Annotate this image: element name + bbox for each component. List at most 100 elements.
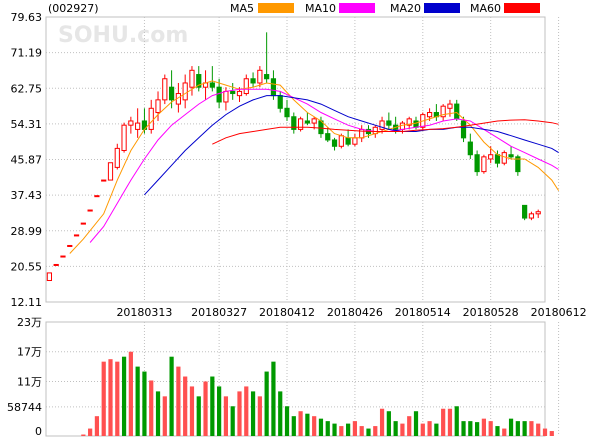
legend-ma20-swatch bbox=[424, 3, 460, 13]
candle-body bbox=[298, 119, 302, 130]
candle bbox=[136, 108, 140, 138]
candle-body bbox=[346, 138, 350, 144]
volume-bar bbox=[203, 381, 207, 436]
candle-body bbox=[312, 119, 316, 123]
volume-bar bbox=[523, 421, 527, 436]
candle-body bbox=[129, 121, 133, 125]
volume-bar bbox=[305, 414, 309, 436]
candle-body bbox=[190, 70, 194, 87]
volume-bar bbox=[312, 416, 316, 436]
volume-bar bbox=[414, 411, 418, 436]
volume-bar bbox=[142, 372, 146, 436]
price-tick-label: 71.19 bbox=[11, 47, 43, 60]
ma-legend: MA5 MA10 MA20 MA60 bbox=[230, 2, 540, 15]
candle-body bbox=[502, 153, 506, 164]
volume-bar bbox=[332, 424, 336, 436]
volume-bar bbox=[224, 396, 228, 436]
candle-body bbox=[353, 138, 357, 144]
volume-bar bbox=[380, 409, 384, 436]
price-tick-label: 28.99 bbox=[11, 225, 43, 238]
candle bbox=[265, 32, 269, 83]
candle-body bbox=[122, 125, 126, 150]
candle-body bbox=[448, 104, 452, 108]
volume-bar bbox=[387, 411, 391, 436]
volume-bar bbox=[550, 431, 554, 436]
volume-bar bbox=[122, 357, 126, 436]
volume-bar bbox=[536, 424, 540, 436]
candle-body bbox=[108, 163, 112, 180]
volume-bar bbox=[319, 419, 323, 436]
candle bbox=[102, 180, 106, 181]
candle bbox=[190, 66, 194, 96]
volume-bar bbox=[136, 367, 140, 436]
price-tick-label: 45.87 bbox=[11, 154, 43, 167]
volume-bar bbox=[149, 380, 153, 436]
candle-body bbox=[529, 214, 533, 218]
candle bbox=[482, 155, 486, 174]
candle-body bbox=[427, 113, 431, 117]
candle-body bbox=[461, 121, 465, 138]
candle-body bbox=[88, 210, 92, 211]
candle bbox=[292, 113, 296, 134]
candle-body bbox=[102, 180, 106, 181]
candle-body bbox=[278, 96, 282, 109]
volume-bar bbox=[108, 359, 112, 436]
volume-bar bbox=[529, 421, 533, 436]
volume-bar bbox=[509, 419, 513, 436]
volume-bar bbox=[407, 416, 411, 436]
volume-bar bbox=[115, 362, 119, 436]
legend-ma20-label: MA20 bbox=[390, 2, 421, 15]
candle bbox=[244, 75, 248, 96]
volume-bar bbox=[251, 391, 255, 436]
volume-bar bbox=[461, 421, 465, 436]
chart-header: (002927) MA5 MA10 MA20 MA60 bbox=[48, 2, 540, 15]
candle-body bbox=[61, 256, 65, 257]
legend-ma10-label: MA10 bbox=[305, 2, 336, 15]
candle bbox=[536, 210, 540, 218]
candle-body bbox=[163, 79, 167, 100]
candle-body bbox=[74, 235, 78, 236]
volume-bar bbox=[190, 386, 194, 436]
candle-body bbox=[217, 87, 221, 102]
candle-body bbox=[149, 108, 153, 129]
candle-body bbox=[482, 157, 486, 172]
candle-body bbox=[475, 155, 479, 172]
volume-bar bbox=[339, 426, 343, 436]
volume-bar bbox=[448, 409, 452, 436]
candle bbox=[509, 146, 513, 159]
price-tick-label: 20.55 bbox=[11, 260, 43, 273]
candle-body bbox=[332, 140, 336, 146]
candle-body bbox=[305, 121, 309, 123]
candle-body bbox=[495, 155, 499, 163]
volume-bar bbox=[434, 424, 438, 436]
candle-body bbox=[489, 155, 493, 159]
candle bbox=[54, 264, 58, 265]
candle bbox=[475, 151, 479, 176]
candle bbox=[516, 155, 520, 176]
candle-body bbox=[536, 212, 540, 214]
candle bbox=[360, 125, 364, 142]
candle-body bbox=[68, 245, 72, 246]
candle bbox=[529, 212, 533, 220]
candle-body bbox=[156, 100, 160, 113]
volume-bar bbox=[217, 386, 221, 436]
candle-body bbox=[414, 121, 418, 127]
candle bbox=[455, 100, 459, 121]
legend-ma5-label: MA5 bbox=[230, 2, 254, 15]
candle bbox=[81, 223, 85, 224]
candle bbox=[278, 91, 282, 112]
candle-body bbox=[47, 273, 51, 281]
volume-bar bbox=[231, 406, 235, 436]
volume-tick-label: 17万 bbox=[17, 346, 42, 359]
candle-body bbox=[210, 83, 214, 87]
candle bbox=[387, 113, 391, 130]
date-tick-label: 20180412 bbox=[259, 306, 315, 319]
volume-bar bbox=[197, 396, 201, 436]
price-tick-label: 79.63 bbox=[11, 11, 43, 24]
candle bbox=[122, 123, 126, 153]
volume-bar bbox=[163, 396, 167, 436]
candle-body bbox=[237, 91, 241, 95]
volume-tick-label: 58744 bbox=[7, 401, 42, 414]
candle-body bbox=[231, 91, 235, 93]
